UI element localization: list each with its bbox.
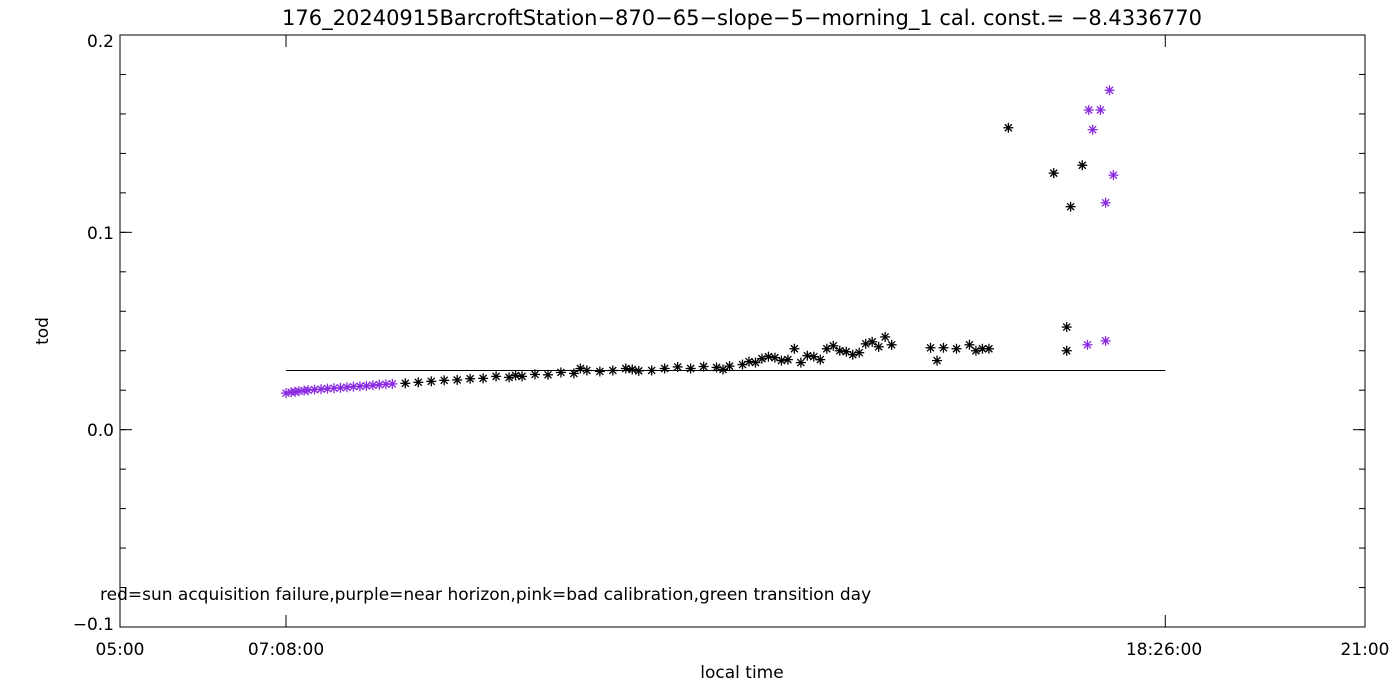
- data-point-normal: [400, 378, 411, 389]
- data-point-normal: [711, 362, 722, 373]
- data-point-normal: [886, 339, 897, 350]
- data-point-near_horizon: [1087, 124, 1098, 135]
- data-point-normal: [795, 357, 806, 368]
- data-point-normal: [646, 365, 657, 376]
- data-point-normal: [763, 351, 774, 362]
- legend-annotation: red=sun acquisition failure,purple=near …: [100, 585, 871, 605]
- data-point-normal: [860, 338, 871, 349]
- data-point-normal: [659, 363, 670, 374]
- data-point-normal: [970, 345, 981, 356]
- data-point-near_horizon: [316, 384, 327, 395]
- data-point-normal: [873, 341, 884, 352]
- x-tick-label-start: 05:00: [96, 640, 145, 660]
- data-point-normal: [672, 361, 683, 372]
- data-point-normal: [439, 375, 450, 386]
- data-point-normal: [782, 354, 793, 365]
- major-ticks: [119, 34, 1366, 628]
- data-point-normal: [581, 365, 592, 376]
- data-point-normal: [951, 343, 962, 354]
- data-point-near_horizon: [387, 378, 398, 389]
- plot-frame: [119, 34, 1366, 628]
- x-tick-label-last-obs: 18:26:00: [1126, 640, 1202, 660]
- data-points: [281, 85, 1119, 399]
- data-point-normal: [685, 363, 696, 374]
- data-point-near_horizon: [1104, 85, 1115, 96]
- data-point-normal: [724, 361, 735, 372]
- data-point-near_horizon: [309, 384, 320, 395]
- x-tick-label-end: 21:00: [1341, 640, 1390, 660]
- data-point-near_horizon: [348, 381, 359, 392]
- chart-title: 176_20240915BarcroftStation−870−65−slope…: [282, 6, 1202, 31]
- data-point-normal: [1003, 122, 1014, 133]
- data-point-normal: [568, 368, 579, 379]
- data-point-normal: [1048, 168, 1059, 179]
- data-point-normal: [1061, 345, 1072, 356]
- data-point-normal: [854, 347, 865, 358]
- minor-ticks: [120, 34, 1365, 628]
- y-axis-label: tod: [33, 317, 53, 345]
- data-point-normal: [491, 371, 502, 382]
- data-point-normal: [620, 363, 631, 374]
- data-point-normal: [834, 345, 845, 356]
- data-point-normal: [478, 373, 489, 384]
- data-point-normal: [802, 350, 813, 361]
- data-point-normal: [964, 339, 975, 350]
- data-point-normal: [925, 342, 936, 353]
- x-tick-label-first-obs: 07:08:00: [248, 640, 324, 660]
- data-point-normal: [517, 371, 528, 382]
- data-point-normal: [530, 369, 540, 380]
- data-point-normal: [867, 336, 878, 347]
- data-point-normal: [1061, 322, 1072, 333]
- data-point-near_horizon: [1083, 104, 1094, 115]
- data-point-normal: [452, 374, 463, 385]
- data-point-normal: [465, 373, 476, 384]
- data-point-near_horizon: [1100, 335, 1111, 346]
- data-point-normal: [555, 367, 566, 378]
- data-point-normal: [627, 364, 638, 375]
- data-point-normal: [633, 365, 644, 376]
- data-point-normal: [743, 356, 754, 367]
- data-point-normal: [504, 372, 515, 383]
- data-point-normal: [756, 353, 767, 364]
- data-point-normal: [1077, 160, 1088, 171]
- data-point-normal: [983, 343, 994, 354]
- data-point-normal: [510, 370, 521, 381]
- data-point-near_horizon: [1082, 339, 1093, 350]
- data-point-near_horizon: [1095, 104, 1106, 115]
- data-point-normal: [828, 340, 839, 351]
- data-point-normal: [789, 343, 800, 354]
- data-point-normal: [542, 369, 553, 380]
- data-point-normal: [413, 377, 424, 388]
- data-point-normal: [847, 349, 858, 360]
- data-point-normal: [698, 361, 709, 372]
- y-tick-label-top: 0.2: [87, 32, 114, 52]
- y-tick-label-zero: 0.0: [87, 421, 114, 441]
- x-axis-label: local time: [700, 663, 783, 683]
- data-point-normal: [426, 376, 437, 387]
- data-point-normal: [776, 355, 787, 366]
- data-point-near_horizon: [1100, 197, 1111, 208]
- data-point-normal: [815, 354, 826, 365]
- data-point-normal: [932, 355, 943, 366]
- data-point-normal: [575, 363, 586, 374]
- data-point-normal: [594, 366, 605, 377]
- data-point-normal: [1065, 201, 1076, 212]
- data-point-normal: [938, 342, 949, 353]
- y-tick-label-upper: 0.1: [87, 224, 114, 244]
- data-point-normal: [880, 331, 891, 342]
- data-point-near_horizon: [1108, 170, 1119, 181]
- y-tick-label-bottom: −0.1: [73, 615, 114, 635]
- data-point-normal: [750, 357, 761, 368]
- data-point-normal: [607, 365, 618, 376]
